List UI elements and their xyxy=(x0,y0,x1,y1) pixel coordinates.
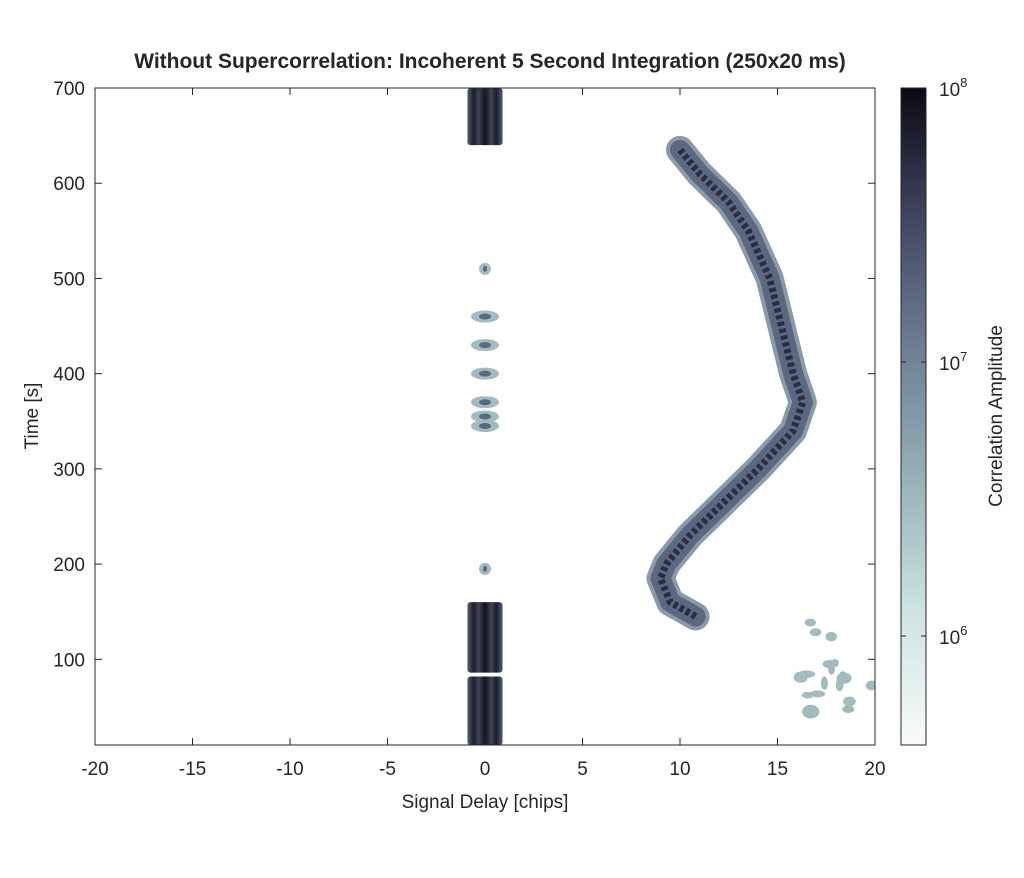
colorbar-tick-label: 107 xyxy=(939,349,967,375)
x-tick-label: 5 xyxy=(577,759,588,780)
y-tick-label: 200 xyxy=(53,555,85,576)
peak-band xyxy=(467,88,503,146)
x-tick-label: 15 xyxy=(767,759,788,780)
y-axis-label: Time [s] xyxy=(22,383,43,450)
y-tick-label: 400 xyxy=(53,365,85,386)
heatmap xyxy=(467,88,875,745)
noise-speckle xyxy=(843,696,856,707)
y-axis: 100 200 300 400 500 600 700 xyxy=(53,79,875,671)
noise-speckle xyxy=(842,705,855,714)
colorbar-tick-label: 106 xyxy=(939,623,967,649)
x-tick-label: -20 xyxy=(81,759,108,780)
x-tick-label: -15 xyxy=(179,759,206,780)
x-axis-label: Signal Delay [chips] xyxy=(402,792,569,813)
x-tick-label: 0 xyxy=(480,759,491,780)
x-tick-label: -10 xyxy=(276,759,303,780)
multipath-arc-core xyxy=(657,147,807,620)
x-axis: -20 -15 -10 -5 0 5 10 15 20 xyxy=(81,88,886,780)
noise-speckle xyxy=(810,690,826,698)
colorbar-tick-label: 108 xyxy=(939,75,967,101)
y-tick-label: 100 xyxy=(53,650,85,671)
peak-band xyxy=(467,602,503,673)
peak-blob-core xyxy=(479,370,491,377)
x-tick-label: -5 xyxy=(379,759,396,780)
noise-speckle xyxy=(836,672,852,684)
x-tick-label: 10 xyxy=(669,759,690,780)
noise-speckle xyxy=(865,680,875,691)
y-tick-label: 700 xyxy=(53,79,85,100)
colorbar xyxy=(900,87,927,746)
noise-speckle xyxy=(820,676,828,690)
peak-blob-core xyxy=(479,399,491,406)
y-tick-label: 600 xyxy=(53,174,85,195)
noise-speckle xyxy=(809,628,822,637)
peak-blob-core xyxy=(483,565,487,572)
noise-speckle xyxy=(793,671,808,683)
peak-blob-core xyxy=(483,265,487,272)
peak-band xyxy=(467,676,503,745)
peak-blob-core xyxy=(479,413,491,420)
noise-speckle xyxy=(822,659,837,669)
noise-speckle xyxy=(802,704,820,719)
peak-blob-core xyxy=(479,423,491,430)
chart-title: Without Supercorrelation: Incoherent 5 S… xyxy=(134,50,846,73)
y-tick-label: 300 xyxy=(53,460,85,481)
peak-blob-core xyxy=(479,342,491,349)
x-tick-label: 20 xyxy=(864,759,885,780)
y-tick-label: 500 xyxy=(53,269,85,290)
noise-speckle xyxy=(804,618,816,627)
noise-speckle xyxy=(825,631,837,642)
peak-blob-core xyxy=(479,313,491,320)
colorbar-label: Correlation Amplitude xyxy=(986,325,1007,507)
colorbar-ticks: 106 107 108 xyxy=(901,75,967,649)
